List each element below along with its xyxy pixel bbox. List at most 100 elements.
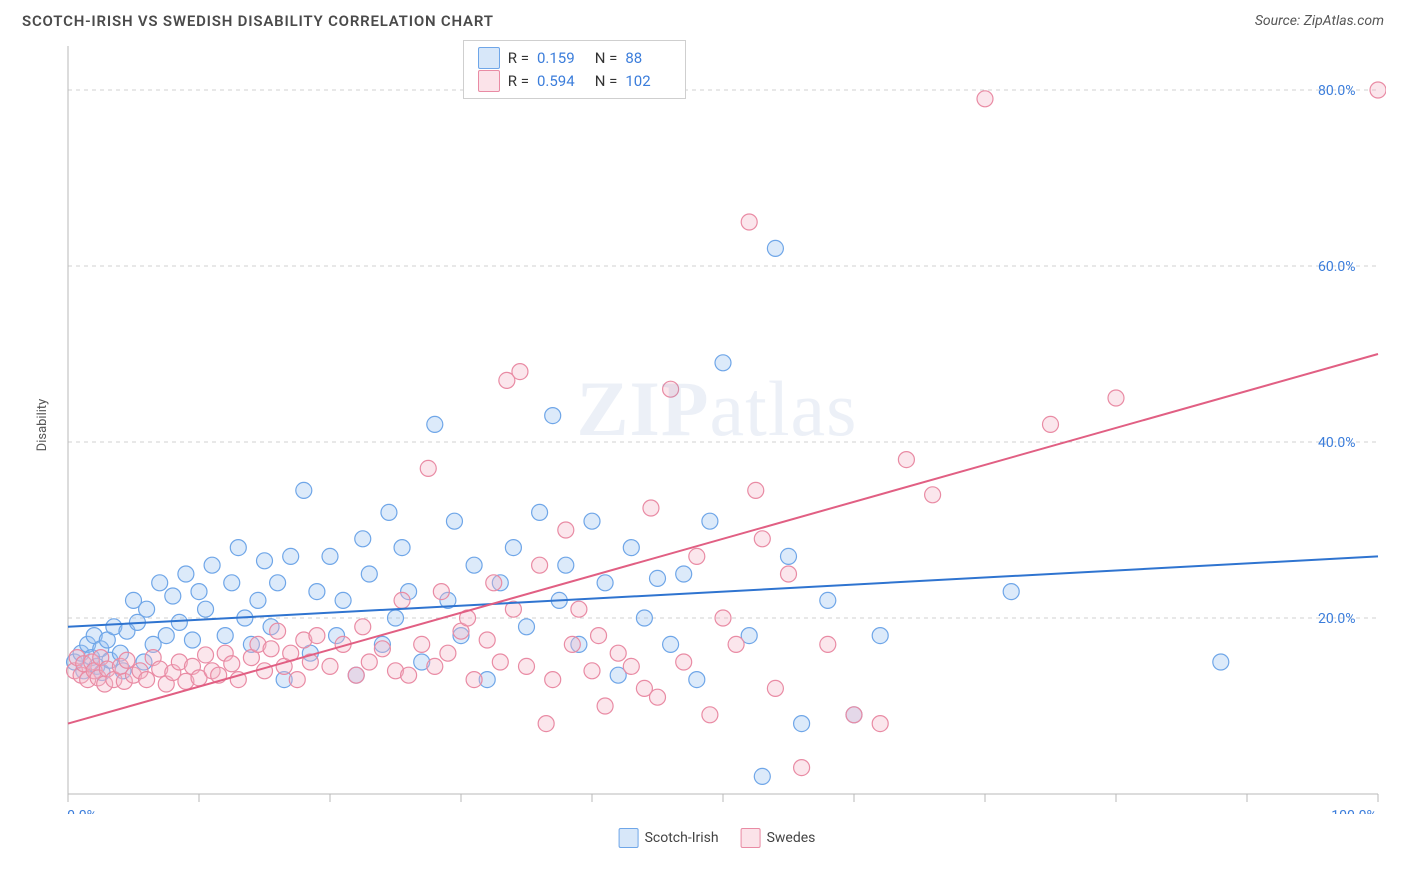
data-point-swedes [898,452,914,468]
legend-swatch-swedes-icon [741,828,761,848]
data-point-scotch_irish [650,570,666,586]
y-tick-label: 40.0% [1318,435,1356,451]
data-point-scotch_irish [446,513,462,529]
data-point-swedes [119,652,135,668]
data-point-swedes [394,592,410,608]
data-point-swedes [289,672,305,688]
data-point-scotch_irish [676,566,692,582]
data-point-swedes [925,487,941,503]
data-point-swedes [676,654,692,670]
data-point-swedes [355,619,371,635]
data-point-swedes [597,698,613,714]
data-point-scotch_irish [224,575,240,591]
data-point-swedes [414,636,430,652]
data-point-swedes [440,645,456,661]
data-point-swedes [820,636,836,652]
x-tick-label-max: 100.0% [1331,808,1376,814]
x-tick-label-min: 0.0% [67,808,97,814]
data-point-swedes [650,689,666,705]
data-point-scotch_irish [309,584,325,600]
data-point-swedes [479,632,495,648]
data-point-scotch_irish [152,575,168,591]
data-point-scotch_irish [257,553,273,569]
data-point-swedes [1108,390,1124,406]
data-point-scotch_irish [178,566,194,582]
legend-swatch-scotch_irish-icon [619,828,639,848]
data-point-swedes [728,636,744,652]
data-point-scotch_irish [139,601,155,617]
data-point-swedes [348,667,364,683]
data-point-swedes [1370,82,1386,98]
data-point-scotch_irish [636,610,652,626]
stats-row-swedes: R =0.594 N =102 [478,70,672,93]
data-point-scotch_irish [270,575,286,591]
data-point-scotch_irish [820,592,836,608]
y-axis-label: Disability [35,399,50,452]
y-tick-label: 20.0% [1318,611,1356,627]
data-point-swedes [263,641,279,657]
data-point-swedes [558,522,574,538]
data-point-scotch_irish [361,566,377,582]
data-point-swedes [754,531,770,547]
data-point-scotch_irish [1003,584,1019,600]
legend-item-swedes: Swedes [741,828,816,848]
r-label: R = [508,70,529,93]
data-point-scotch_irish [702,513,718,529]
swatch-scotch_irish-icon [478,47,500,69]
data-point-swedes [715,610,731,626]
data-point-scotch_irish [283,548,299,564]
data-point-swedes [224,656,240,672]
data-point-swedes [361,654,377,670]
stats-row-scotch_irish: R = 0.159 N = 88 [478,47,672,70]
data-point-swedes [741,214,757,230]
data-point-scotch_irish [558,557,574,573]
data-point-scotch_irish [663,636,679,652]
data-point-scotch_irish [754,768,770,784]
data-point-swedes [322,658,338,674]
data-point-swedes [623,658,639,674]
data-point-scotch_irish [872,628,888,644]
data-point-scotch_irish [191,584,207,600]
trend-line-swedes [68,354,1378,724]
data-point-scotch_irish [388,610,404,626]
data-point-scotch_irish [623,540,639,556]
data-point-scotch_irish [230,540,246,556]
data-point-swedes [767,680,783,696]
data-point-swedes [270,623,286,639]
data-point-swedes [1043,416,1059,432]
series-legend: Scotch-IrishSwedes [619,828,816,848]
data-point-swedes [977,91,993,107]
n-value-swedes: 102 [625,70,671,93]
data-point-scotch_irish [767,240,783,256]
data-point-swedes [663,381,679,397]
r-value-scotch_irish: 0.159 [537,47,583,70]
data-point-swedes [139,672,155,688]
data-point-swedes [512,364,528,380]
n-value-scotch_irish: 88 [625,47,671,70]
data-point-scotch_irish [204,557,220,573]
data-point-swedes [486,575,502,591]
data-point-swedes [257,663,273,679]
data-point-swedes [427,658,443,674]
data-point-scotch_irish [171,614,187,630]
data-point-scotch_irish [794,716,810,732]
stats-legend-box: R = 0.159 N = 88R =0.594 N =102 [463,40,687,99]
data-point-swedes [571,601,587,617]
n-label: N = [591,47,617,70]
data-point-scotch_irish [381,504,397,520]
data-point-swedes [846,707,862,723]
data-point-scotch_irish [689,672,705,688]
data-point-swedes [564,636,580,652]
data-point-scotch_irish [505,540,521,556]
data-point-swedes [538,716,554,732]
source-name: ZipAtlas.com [1304,13,1384,29]
data-point-scotch_irish [158,628,174,644]
data-point-swedes [689,548,705,564]
data-point-scotch_irish [217,628,233,644]
data-point-swedes [794,760,810,776]
data-point-scotch_irish [466,557,482,573]
r-label: R = [508,47,529,70]
data-point-scotch_irish [545,408,561,424]
data-point-scotch_irish [519,619,535,635]
data-point-scotch_irish [597,575,613,591]
